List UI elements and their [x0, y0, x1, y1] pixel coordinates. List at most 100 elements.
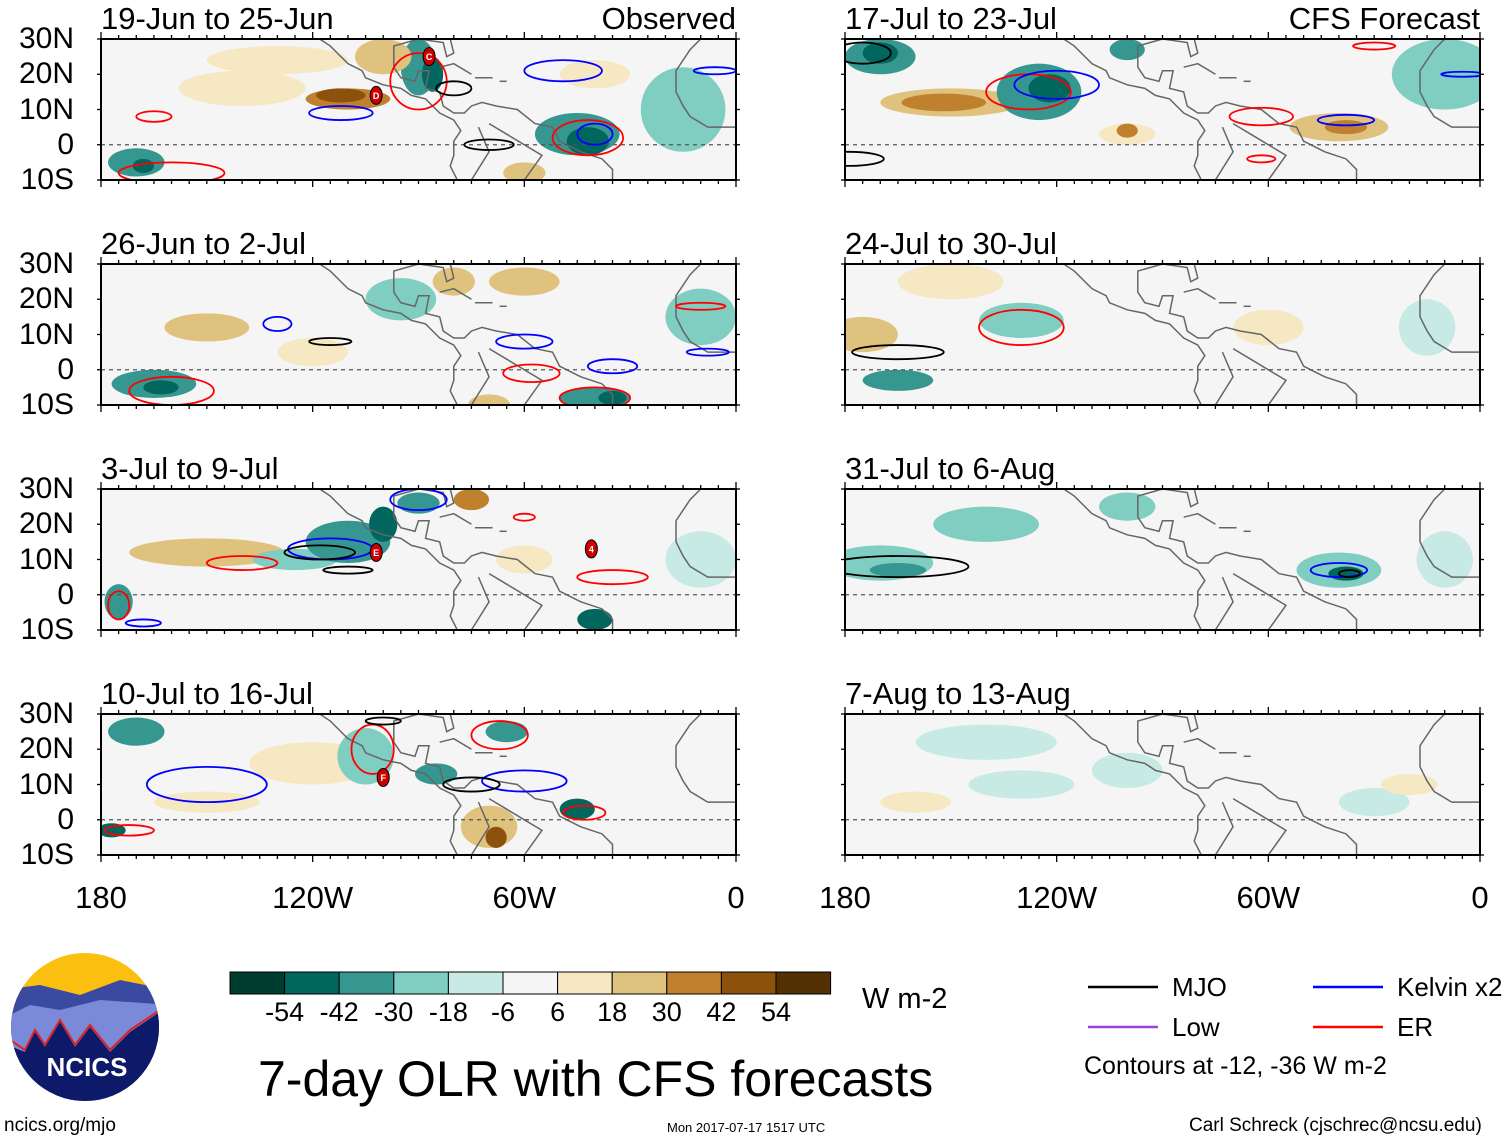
coastline — [319, 489, 462, 630]
lat-tick-label: 30N — [18, 22, 74, 55]
mjo-contour — [322, 565, 374, 575]
coastline — [470, 576, 490, 630]
olr-anomaly-cell — [862, 42, 898, 64]
coastline — [1137, 714, 1358, 855]
mjo-contour — [845, 150, 885, 167]
er-contour — [103, 824, 155, 837]
olr-anomaly-cell — [132, 158, 154, 173]
lon-tick-label: 60W — [492, 880, 557, 915]
olr-anomaly-cell — [485, 721, 528, 743]
coastline — [488, 797, 544, 855]
coastline — [439, 737, 472, 750]
coastline — [1232, 797, 1288, 855]
coastline — [1232, 122, 1288, 180]
figure-title: 7-day OLR with CFS forecasts — [258, 1051, 934, 1107]
er-contour — [978, 308, 1065, 346]
mjo-contour — [1337, 569, 1361, 579]
olr-anomaly-cell — [640, 67, 726, 152]
olr-anomaly-cell — [397, 492, 440, 514]
olr-anomaly-cell — [129, 538, 285, 567]
lon-tick-label: 180 — [819, 880, 871, 915]
lat-tick-label: 10N — [18, 767, 74, 801]
lon-tick-label: 120W — [272, 880, 354, 915]
panel-title: 31-Jul to 6-Aug — [845, 451, 1056, 486]
colorbar-swatch — [338, 971, 395, 995]
kel-contour — [145, 765, 268, 804]
mjo-contour — [851, 344, 945, 361]
coastline — [1137, 489, 1358, 630]
contour-note: Contours at -12, -36 W m-2 — [1084, 1052, 1387, 1080]
panel-title: 17-Jul to 23-Jul — [845, 1, 1057, 36]
coastline — [1063, 489, 1206, 630]
kel-contour — [481, 769, 568, 793]
mjo-contour — [463, 138, 515, 151]
colorbar-swatch — [611, 971, 668, 995]
olr-anomaly-cell — [369, 506, 398, 542]
olr-anomaly-cell — [108, 717, 165, 746]
lat-tick-label: 0 — [57, 352, 74, 386]
kel-contour — [262, 315, 293, 332]
lat-tick-label: 0 — [57, 802, 74, 836]
coastline — [675, 264, 736, 353]
site-link[interactable]: ncics.org/mjo — [4, 1115, 116, 1136]
kel-contour — [576, 122, 614, 146]
storm-marker: C — [422, 47, 436, 67]
coastline — [1419, 714, 1480, 803]
svg-text:C: C — [426, 52, 433, 62]
coastline — [319, 39, 462, 180]
lat-tick-label: 30N — [18, 697, 74, 730]
coastline — [1063, 264, 1206, 405]
er-contour — [117, 161, 226, 180]
panel-title: 24-Jul to 30-Jul — [845, 226, 1057, 261]
olr-anomaly-cell — [979, 302, 1064, 339]
colorbar-tick-label: -6 — [490, 997, 515, 1027]
kel-contour — [1316, 113, 1376, 127]
lat-tick-label: 10N — [18, 92, 74, 126]
coastline — [1063, 39, 1206, 180]
panel-title: 19-Jun to 25-Jun — [101, 1, 334, 36]
author-credit: Carl Schreck (cjschrec@ncsu.edu) — [1189, 1115, 1482, 1136]
olr-anomaly-cell — [453, 489, 490, 511]
lon-tick-label: 60W — [1236, 880, 1301, 915]
olr-anomaly-cell — [845, 316, 898, 353]
lon-tick-label: 0 — [727, 880, 745, 915]
er-contour — [562, 804, 607, 821]
lat-tick-label: 20N — [18, 282, 74, 316]
storm-marker: E — [369, 542, 383, 562]
olr-anomaly-cell — [1416, 531, 1473, 588]
kel-contour — [586, 358, 639, 375]
er-contour — [470, 720, 529, 751]
olr-anomaly-cell — [933, 506, 1040, 542]
olr-anomaly-cell — [496, 545, 553, 574]
olr-anomaly-cell — [1324, 120, 1368, 135]
colorbar-swatch — [229, 971, 286, 995]
lon-tick-label: 180 — [75, 880, 127, 915]
lat-tick-label: 10N — [18, 542, 74, 576]
coastline — [393, 264, 614, 405]
olr-anomaly-cell — [489, 267, 560, 296]
colorbar-swatch — [775, 971, 832, 995]
panel-title: 3-Jul to 9-Jul — [101, 451, 279, 486]
coastline — [393, 714, 614, 855]
coastline — [488, 572, 544, 630]
olr-anomaly-cell — [101, 823, 126, 838]
lat-tick-label: 0 — [57, 127, 74, 161]
colorbar-swatch — [393, 971, 449, 995]
coastline — [488, 347, 544, 405]
lat-tick-label: 0 — [57, 577, 74, 611]
olr-anomaly-cell — [1116, 123, 1138, 138]
olr-anomaly-cell — [143, 380, 179, 395]
lat-tick-label: 20N — [18, 507, 74, 541]
colorbar-swatch — [720, 971, 777, 995]
lon-tick-label: 120W — [1016, 880, 1098, 915]
olr-anomaly-cell — [1398, 299, 1456, 356]
colorbar-tick-label: 54 — [760, 997, 792, 1027]
colorbar-swatch — [666, 971, 722, 995]
colorbar-swatch — [284, 971, 340, 995]
legend-label: Low — [1172, 1012, 1220, 1042]
coastline — [470, 126, 490, 180]
er-contour — [675, 301, 727, 311]
